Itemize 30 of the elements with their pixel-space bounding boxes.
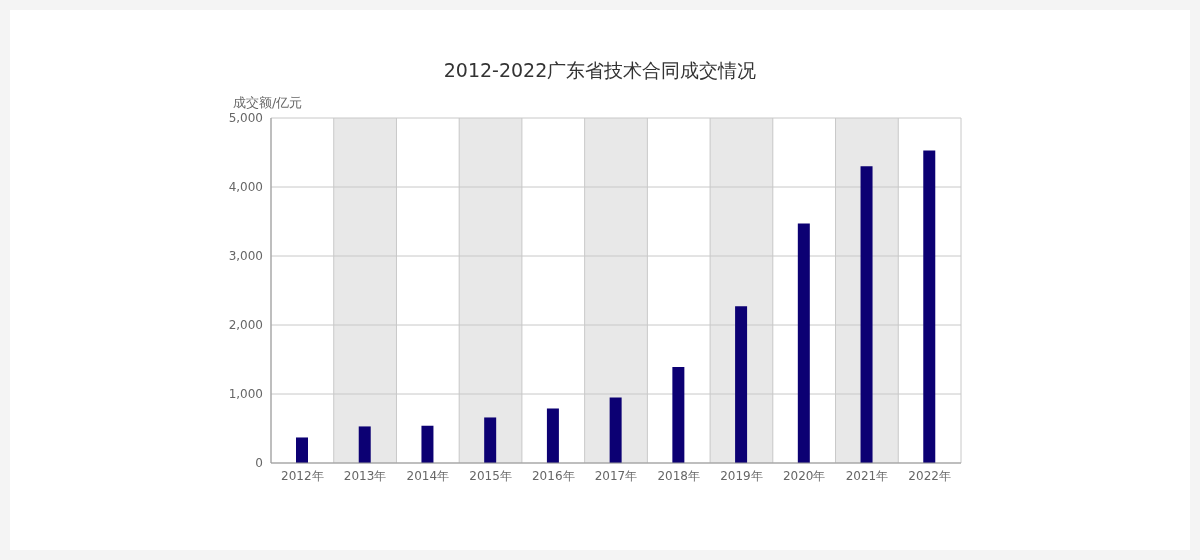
x-tick-label: 2017年 xyxy=(594,468,638,483)
bar xyxy=(484,417,497,463)
y-tick-label: 0 xyxy=(255,456,263,471)
y-axis-title: 成交额/亿元 xyxy=(233,94,303,112)
x-tick-label: 2015年 xyxy=(469,468,512,483)
x-tick-label: 2021年 xyxy=(845,468,889,483)
y-tick-label: 1,000 xyxy=(228,387,263,402)
bar xyxy=(860,166,873,463)
x-tick-label: 2018年 xyxy=(657,468,700,483)
chart-title: 2012-2022广东省技术合同成交情况 xyxy=(442,58,758,83)
x-tick-label: 2019年 xyxy=(720,468,763,483)
bar xyxy=(735,306,748,463)
bar xyxy=(421,425,434,463)
y-tick-label: 5,000 xyxy=(228,111,263,126)
bar xyxy=(609,397,622,463)
x-tick-label: 2022年 xyxy=(908,468,951,483)
y-tick-label: 4,000 xyxy=(228,180,263,195)
bar xyxy=(358,426,371,463)
x-tick-label: 2020年 xyxy=(782,468,826,483)
bar xyxy=(672,367,685,463)
x-tick-label: 2012年 xyxy=(281,468,324,483)
y-tick-label: 3,000 xyxy=(228,249,263,264)
y-tick-label: 2,000 xyxy=(228,318,263,333)
x-tick-label: 2013年 xyxy=(343,468,387,483)
bar xyxy=(797,223,810,463)
bar xyxy=(923,150,936,463)
bar xyxy=(546,408,559,463)
x-tick-label: 2014年 xyxy=(406,468,450,483)
x-tick-label: 2016年 xyxy=(532,468,575,483)
bar xyxy=(296,437,308,463)
